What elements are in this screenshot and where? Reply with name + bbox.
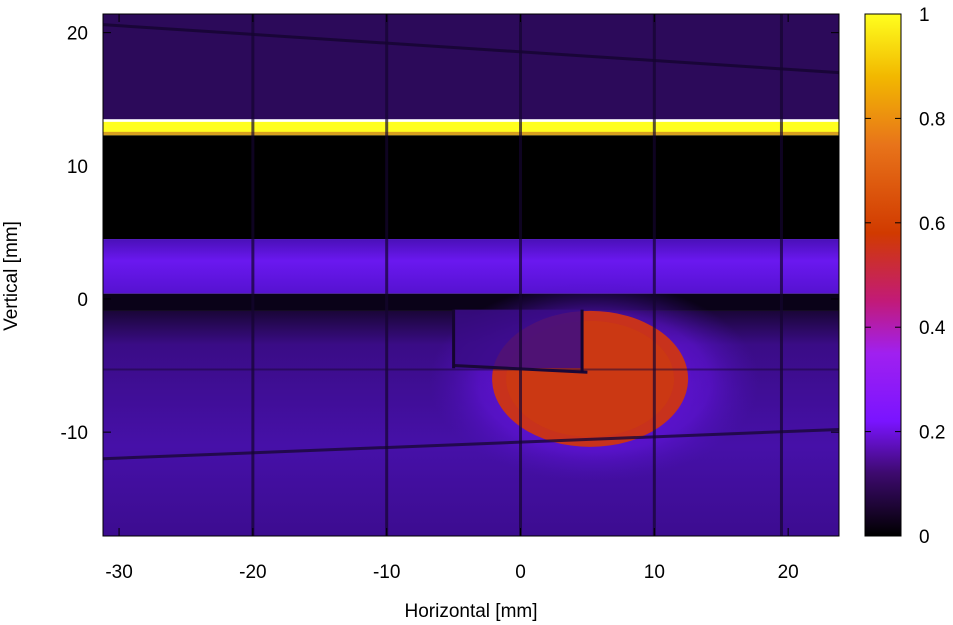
x-tick-label: -30 (105, 562, 132, 583)
colorbar-tick-label: 1 (919, 5, 930, 26)
y-tick-label: 10 (67, 157, 88, 178)
y-axis-title: Vertical [mm] (1, 221, 22, 331)
dark-band (103, 135, 839, 240)
x-tick-label: -20 (239, 562, 266, 583)
bright-line-edge (103, 131, 839, 136)
x-tick-label: 20 (778, 562, 799, 583)
y-axis-ticks: 20 10 0 -10 (61, 24, 839, 444)
upper-diagonal-wire (103, 23, 839, 75)
gap-below-band (103, 293, 839, 311)
plot-frame (102, 13, 840, 537)
y-tick-label: -10 (61, 423, 88, 444)
y-tick-label: 20 (67, 24, 88, 45)
colorbar-tick-label: 0.8 (919, 109, 945, 130)
colorbar-tick-label: 0.6 (919, 214, 945, 235)
x-axis-title: Horizontal [mm] (404, 601, 537, 622)
purple-band (103, 239, 839, 294)
x-tick-label: -10 (373, 562, 400, 583)
colorbar (864, 13, 902, 537)
shadow-block (453, 309, 583, 369)
x-tick-label: 0 (515, 562, 526, 583)
lower-diagonal-wire (103, 427, 839, 461)
heatmap-image (103, 14, 839, 536)
x-axis-ticks: -30 -20 -10 0 10 20 (105, 14, 799, 583)
colorbar-tick-label: 0.2 (919, 423, 945, 444)
y-tick-label: 0 (77, 290, 88, 311)
x-tick-label: 10 (644, 562, 665, 583)
colorbar-tick-label: 0 (919, 527, 930, 548)
colorbar-tick-label: 0.4 (919, 318, 946, 339)
colorbar-ticks: 1 0.8 0.6 0.4 0.2 0 (865, 5, 946, 548)
